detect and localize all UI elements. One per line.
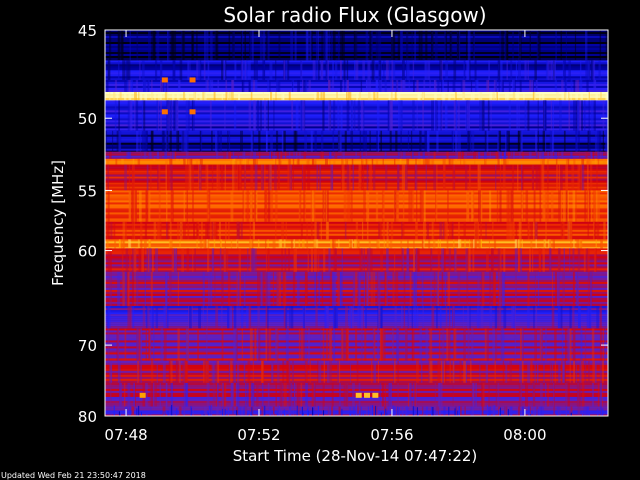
spectral-band bbox=[105, 60, 608, 81]
y-axis-label: Frequency [MHz] bbox=[49, 160, 67, 286]
interference-streaks bbox=[113, 404, 608, 416]
spectral-band bbox=[105, 100, 608, 131]
spectral-band bbox=[105, 91, 608, 101]
spectral-band bbox=[105, 151, 608, 160]
spectral-band bbox=[105, 382, 608, 407]
spectral-band bbox=[105, 164, 608, 191]
axis-ticks bbox=[105, 29, 608, 417]
burst-mark bbox=[139, 392, 146, 398]
spectral-band bbox=[105, 79, 608, 93]
x-tick-label: 07:48 bbox=[104, 426, 147, 444]
x-tick-label: 07:56 bbox=[370, 426, 413, 444]
y-tick-label: 60 bbox=[78, 243, 97, 261]
x-axis-label: Start Time (28-Nov-14 07:47:22) bbox=[233, 447, 478, 465]
y-tick-label: 55 bbox=[78, 182, 97, 200]
y-tick-label: 70 bbox=[78, 337, 97, 355]
burst-mark bbox=[372, 392, 379, 398]
burst-mark bbox=[364, 392, 371, 398]
y-tick-label: 80 bbox=[78, 408, 97, 426]
axis-tick-labels: 07:48 07:52 07:56 08:00 45 50 55 60 70 80 bbox=[78, 22, 547, 444]
x-tick-label: 07:52 bbox=[237, 426, 280, 444]
spectral-band bbox=[105, 30, 608, 61]
x-tick-label: 08:00 bbox=[503, 426, 546, 444]
spectral-band bbox=[105, 306, 608, 329]
burst-mark bbox=[189, 109, 196, 115]
burst-mark bbox=[161, 109, 168, 115]
spectral-band bbox=[105, 360, 608, 384]
burst-mark bbox=[355, 392, 362, 398]
plot-frame bbox=[104, 29, 609, 417]
spectral-band bbox=[105, 248, 608, 273]
y-tick-label: 50 bbox=[78, 110, 97, 128]
y-tick-label: 45 bbox=[78, 22, 97, 40]
spectral-band bbox=[105, 221, 608, 240]
plot-area bbox=[105, 30, 608, 416]
spectral-band bbox=[105, 271, 608, 307]
spectral-band bbox=[105, 130, 608, 152]
spectral-band bbox=[105, 158, 608, 165]
chart-title: Solar radio Flux (Glasgow) bbox=[223, 3, 486, 27]
updated-timestamp: Updated Wed Feb 21 23:50:47 2018 bbox=[1, 471, 146, 480]
spectral-band bbox=[105, 239, 608, 249]
spectral-band bbox=[105, 190, 608, 223]
spectral-band bbox=[105, 328, 608, 362]
burst-mark bbox=[161, 77, 168, 83]
burst-mark bbox=[189, 77, 196, 83]
